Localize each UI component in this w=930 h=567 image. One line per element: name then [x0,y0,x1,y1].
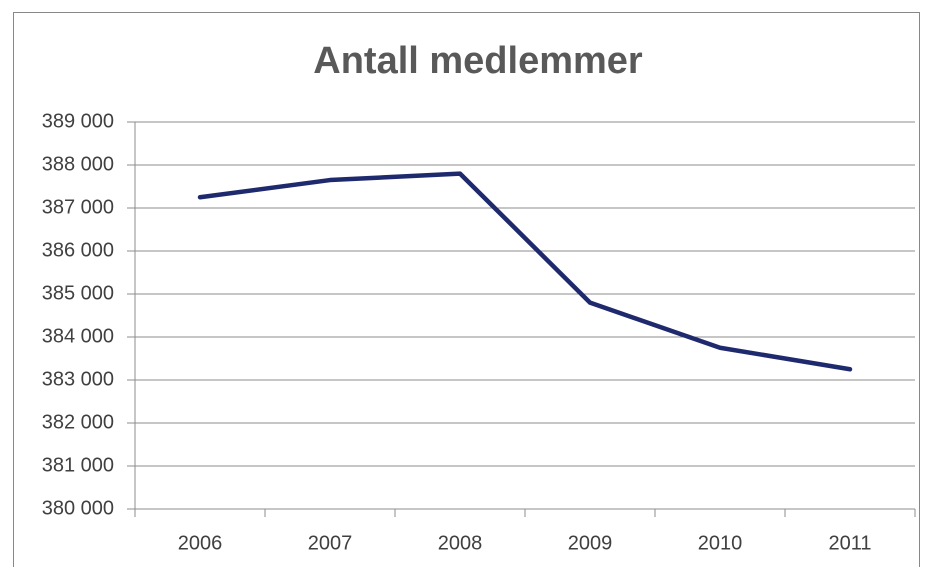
x-tick-label: 2009 [568,532,613,554]
y-tick-label: 380 000 [42,497,114,519]
x-tick-label: 2010 [698,532,743,554]
y-tick-label: 384 000 [42,325,114,347]
y-tick-label: 385 000 [42,282,114,304]
chart-frame [13,12,920,567]
y-tick-label: 388 000 [42,153,114,175]
y-tick-label: 386 000 [42,239,114,261]
x-tick-label: 2006 [178,532,223,554]
y-tick-label: 389 000 [42,110,114,132]
y-tick-label: 382 000 [42,411,114,433]
x-tick-label: 2008 [438,532,483,554]
y-tick-label: 387 000 [42,196,114,218]
chart-title: Antall medlemmer [313,40,643,82]
y-tick-label: 383 000 [42,368,114,390]
x-tick-label: 2007 [308,532,353,554]
line-series [197,171,853,372]
x-tick-label: 2011 [828,532,871,554]
y-tick-label: 381 000 [42,454,114,476]
